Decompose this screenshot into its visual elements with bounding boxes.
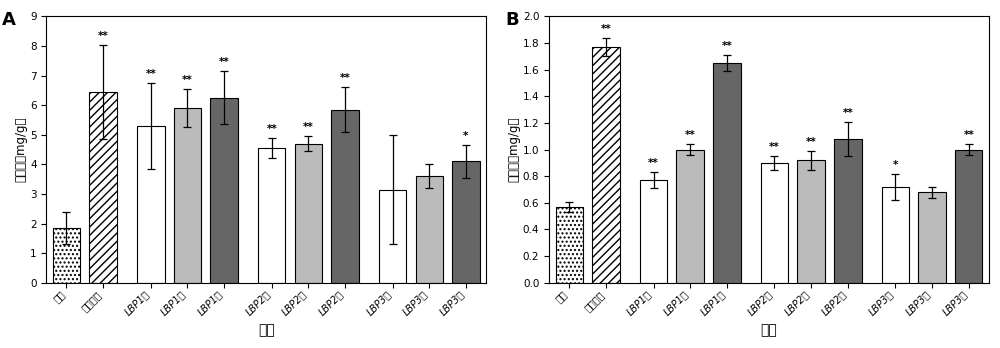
Text: **: ** [266, 124, 277, 134]
Bar [416, 176, 443, 283]
Bar [834, 139, 862, 283]
Text: *: * [893, 160, 898, 169]
Bar [89, 92, 117, 283]
Bar [174, 108, 201, 283]
Text: **: ** [721, 41, 732, 51]
Bar [955, 150, 982, 283]
Y-axis label: 肌糖原（mg/g）: 肌糖原（mg/g） [507, 117, 520, 182]
Bar [676, 150, 704, 283]
Bar [556, 207, 583, 283]
Bar [761, 163, 788, 283]
Text: **: ** [303, 122, 314, 132]
Text: **: ** [963, 130, 974, 140]
X-axis label: 组别: 组别 [258, 323, 275, 337]
Bar [53, 228, 80, 283]
Bar [210, 98, 238, 283]
Text: **: ** [685, 130, 696, 140]
X-axis label: 组别: 组别 [761, 323, 777, 337]
Bar [295, 144, 322, 283]
Bar [882, 187, 909, 283]
Text: A: A [2, 11, 16, 29]
Text: **: ** [648, 158, 659, 168]
Text: **: ** [98, 31, 109, 41]
Text: B: B [505, 11, 519, 29]
Bar [640, 180, 667, 283]
Text: **: ** [340, 73, 350, 84]
Bar [918, 192, 946, 283]
Bar [137, 126, 165, 283]
Bar [331, 110, 359, 283]
Bar [592, 47, 620, 283]
Bar [258, 148, 285, 283]
Text: *: * [463, 131, 469, 141]
Text: **: ** [806, 137, 817, 147]
Bar [797, 160, 825, 283]
Bar [379, 190, 406, 283]
Text: **: ** [601, 24, 611, 34]
Text: **: ** [219, 57, 229, 67]
Bar [452, 161, 480, 283]
Bar [713, 63, 741, 283]
Text: **: ** [145, 69, 156, 79]
Y-axis label: 肝糖原（mg/g）: 肝糖原（mg/g） [14, 117, 27, 182]
Text: **: ** [769, 142, 780, 152]
Text: **: ** [182, 75, 193, 85]
Text: **: ** [842, 108, 853, 118]
